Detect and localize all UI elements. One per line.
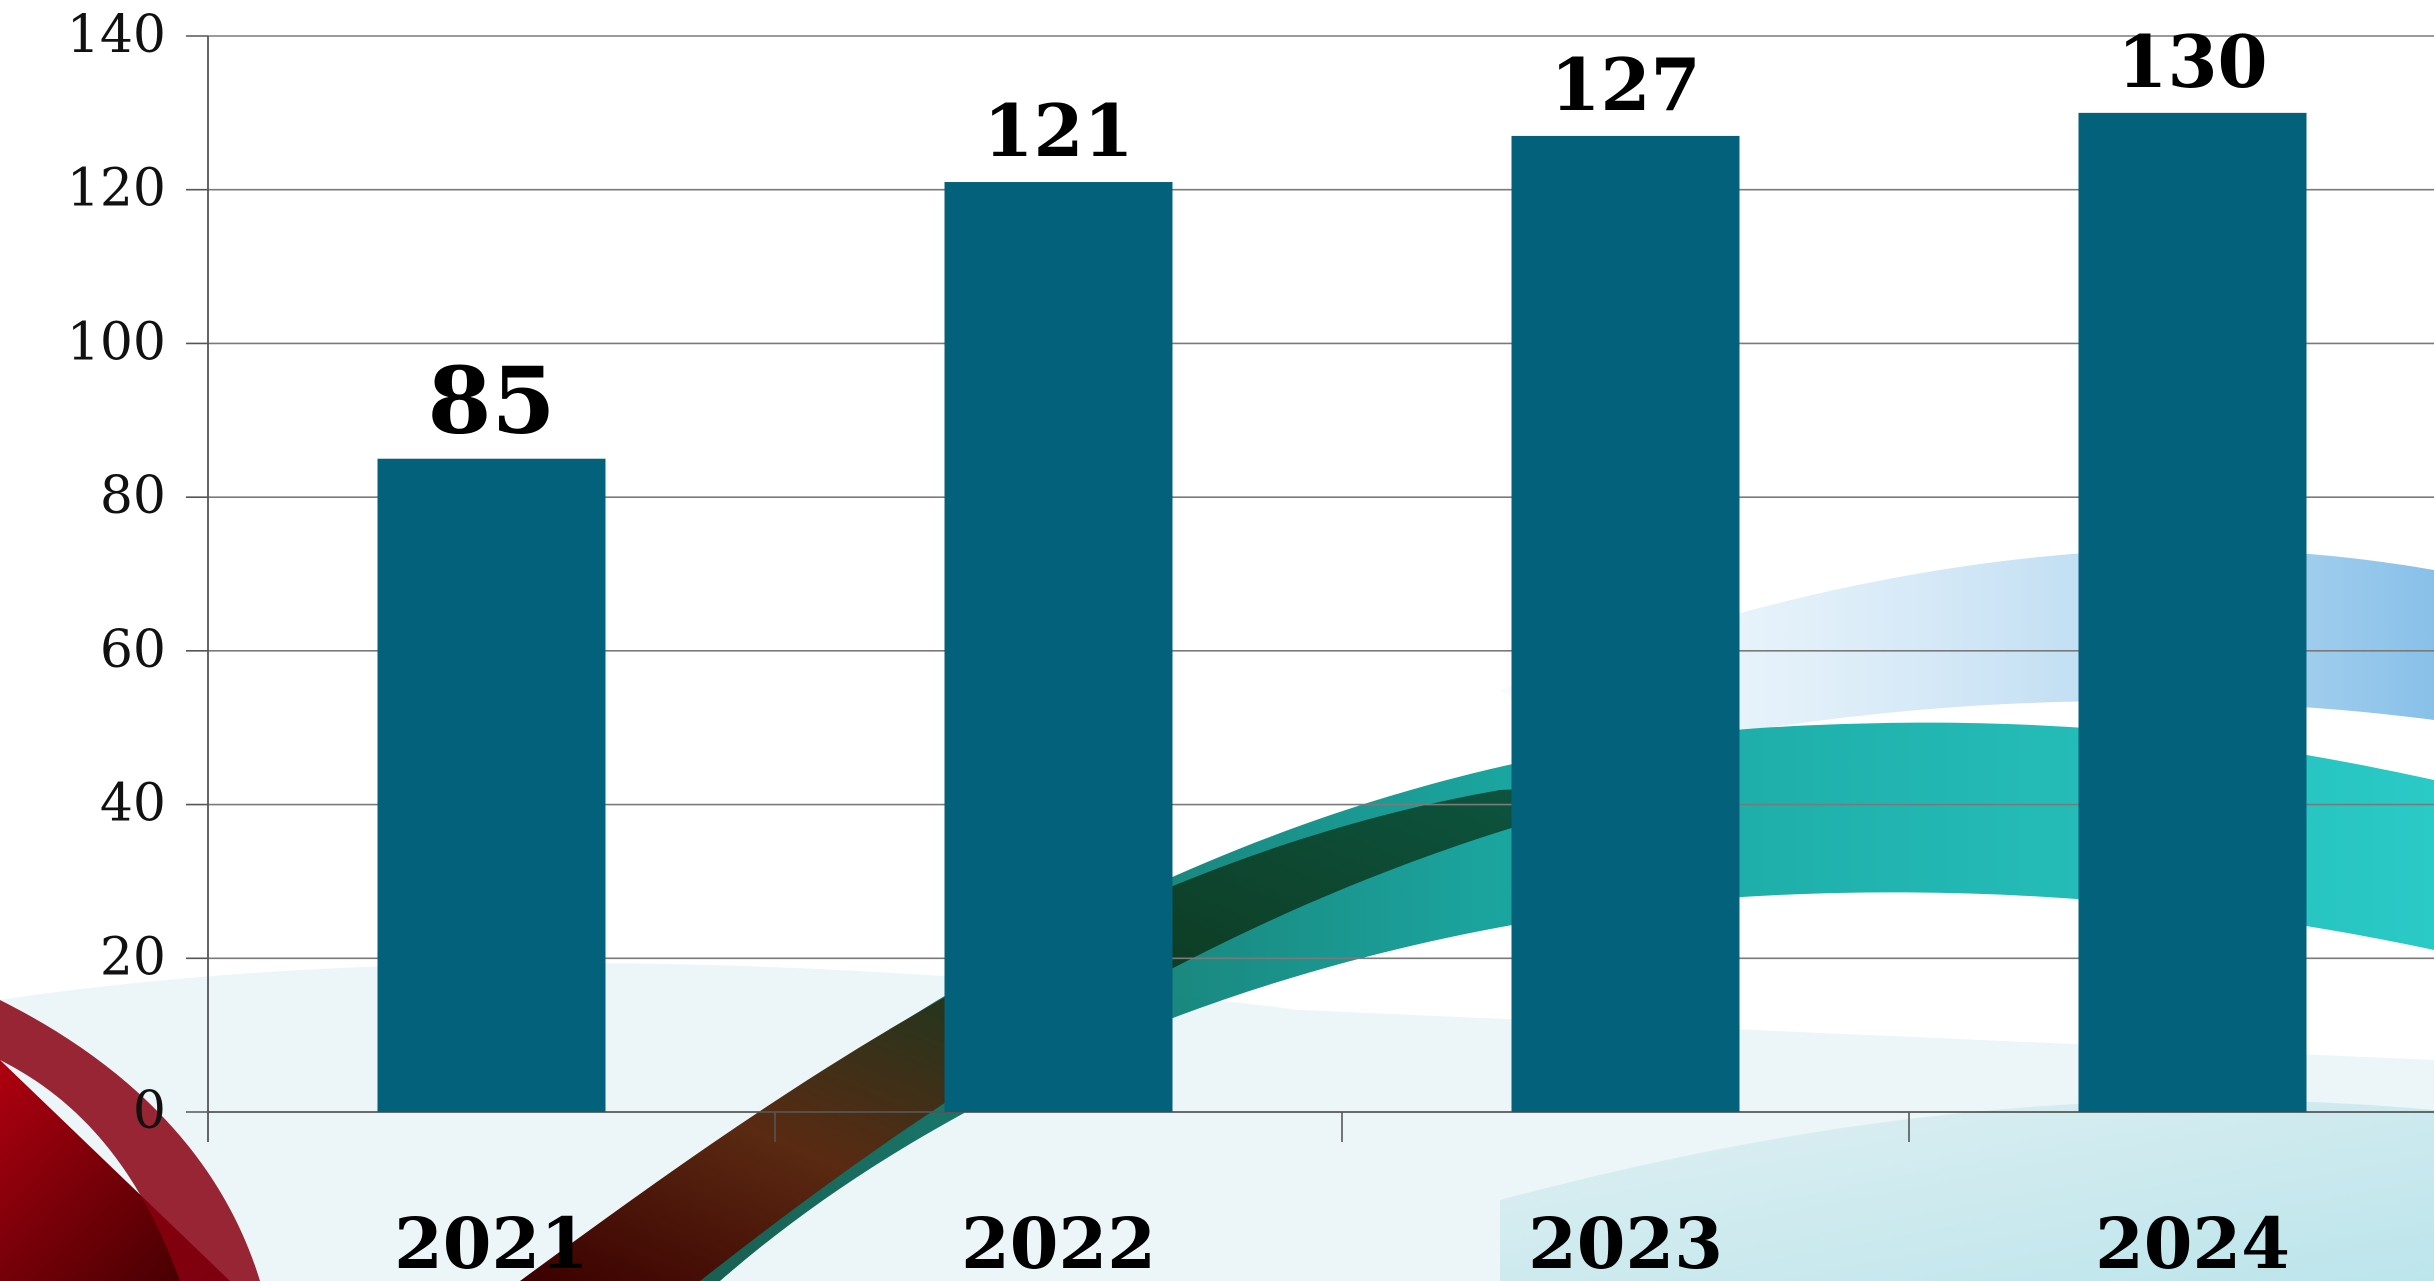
y-tick-label: 100 [67,312,166,372]
y-tick-label: 120 [67,159,166,219]
x-category-label-2024: 2024 [2095,1202,2290,1281]
background-swoosh-decoration [0,549,2434,1281]
y-tick-label: 140 [67,5,166,65]
bar-2024 [2078,112,2307,1113]
data-label-2022: 121 [983,88,1133,173]
bars [377,112,2307,1113]
y-tick-label: 60 [100,620,166,680]
data-label-2024: 130 [2117,19,2267,104]
y-tick-label: 80 [100,466,166,526]
axes: 0 20 40 60 80 100 120 140 [67,5,2434,1142]
bar-2022 [944,182,1173,1112]
y-tick-label: 0 [133,1081,166,1141]
bar-2023 [1511,135,1740,1112]
x-category-label-2022: 2022 [961,1202,1156,1281]
y-tick-label: 20 [100,927,166,987]
x-category-label-2021: 2021 [394,1202,589,1281]
bar-2021 [377,458,606,1112]
x-category-label-2023: 2023 [1528,1202,1723,1281]
y-tick-label: 40 [100,774,166,834]
labels: 85 2021 121 2022 127 2023 130 2024 [394,19,2290,1281]
data-label-2023: 127 [1550,42,1700,127]
data-label-2021: 85 [427,347,555,455]
